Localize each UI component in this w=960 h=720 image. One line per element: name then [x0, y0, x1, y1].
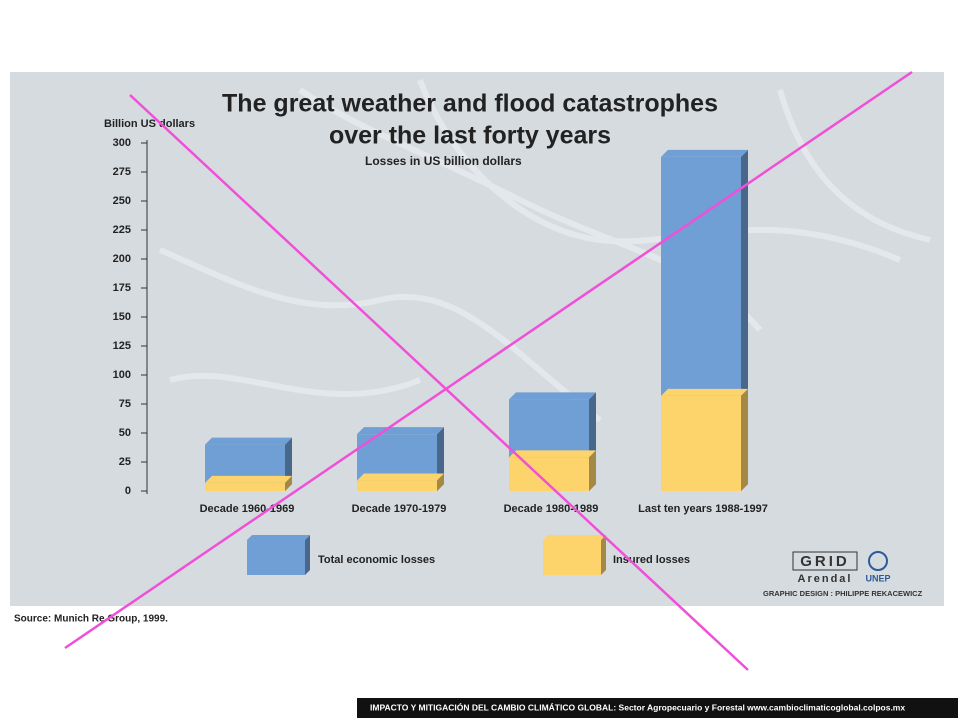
legend-swatch-top [543, 535, 606, 540]
footer-text: IMPACTO Y MITIGACIÓN DEL CAMBIO CLIMÁTIC… [370, 701, 905, 712]
y-tick-label: 200 [113, 253, 131, 265]
bar-top [509, 392, 596, 400]
bar-top [205, 437, 292, 445]
bar-top [205, 475, 292, 483]
cross-line [129, 94, 749, 671]
x-tick-label: Decade 1980-1989 [504, 503, 599, 515]
unep-emblem [868, 551, 888, 571]
y-tick-label: 25 [119, 456, 131, 468]
y-tick-label: 50 [119, 427, 131, 439]
plot: 0 25 50 75 100 125 150 175 200 225 250 275 300 Decade… [113, 137, 768, 575]
bar-top [661, 388, 748, 396]
legend-swatch [543, 540, 601, 575]
bar [205, 482, 285, 491]
chart-title: over the last forty years [329, 122, 611, 150]
legend-swatch [247, 540, 305, 575]
x-tick-label: Decade 1960-1969 [200, 503, 295, 515]
bar-side [285, 475, 292, 491]
y-tick-label: 225 [113, 224, 131, 236]
logo-unep: UNEP [865, 573, 890, 583]
logo-grid: GRID [800, 553, 850, 570]
y-tick-label: 275 [113, 166, 131, 178]
logo-box [792, 551, 858, 571]
bar-top [661, 149, 748, 157]
legend-swatch-top [247, 535, 310, 540]
y-tick-label: 250 [113, 195, 131, 207]
y-tick-label: 125 [113, 340, 131, 352]
source: Source: Munich Re Group, 1999. [14, 614, 168, 625]
bar [357, 480, 437, 491]
legend-swatch-side [305, 535, 310, 575]
bar-top [357, 427, 444, 435]
chart-background [10, 72, 944, 606]
bar-top [357, 473, 444, 481]
y-tick-label: 150 [113, 311, 131, 323]
cross-line [64, 70, 913, 650]
legend-swatch-side [601, 535, 606, 575]
x-tick-label: Last ten years 1988-1997 [638, 503, 768, 515]
chart-title: The great weather and flood catastrophes [222, 90, 718, 118]
logo-arendal: Arendal [798, 573, 853, 585]
y-tick-label: 100 [113, 369, 131, 381]
footer-bar [357, 698, 958, 718]
bar-side [437, 473, 444, 491]
y-tick-label: 0 [125, 485, 131, 497]
x-tick-label: Decade 1970-1979 [352, 503, 447, 515]
bar-top [509, 450, 596, 458]
chart-subtitle: Losses in US billion dollars [365, 154, 522, 168]
legend-label: Total economic losses [318, 554, 435, 566]
y-tick-label: 75 [119, 398, 131, 410]
y-tick-label: 175 [113, 282, 131, 294]
y-tick-label: 300 [113, 137, 131, 149]
bar-side [741, 388, 748, 491]
bar [661, 395, 741, 491]
y-axis-label: Billion US dollars [104, 118, 195, 130]
design-credit: GRAPHIC DESIGN : PHILIPPE REKACEWICZ [763, 589, 923, 598]
bar-side [589, 450, 596, 491]
